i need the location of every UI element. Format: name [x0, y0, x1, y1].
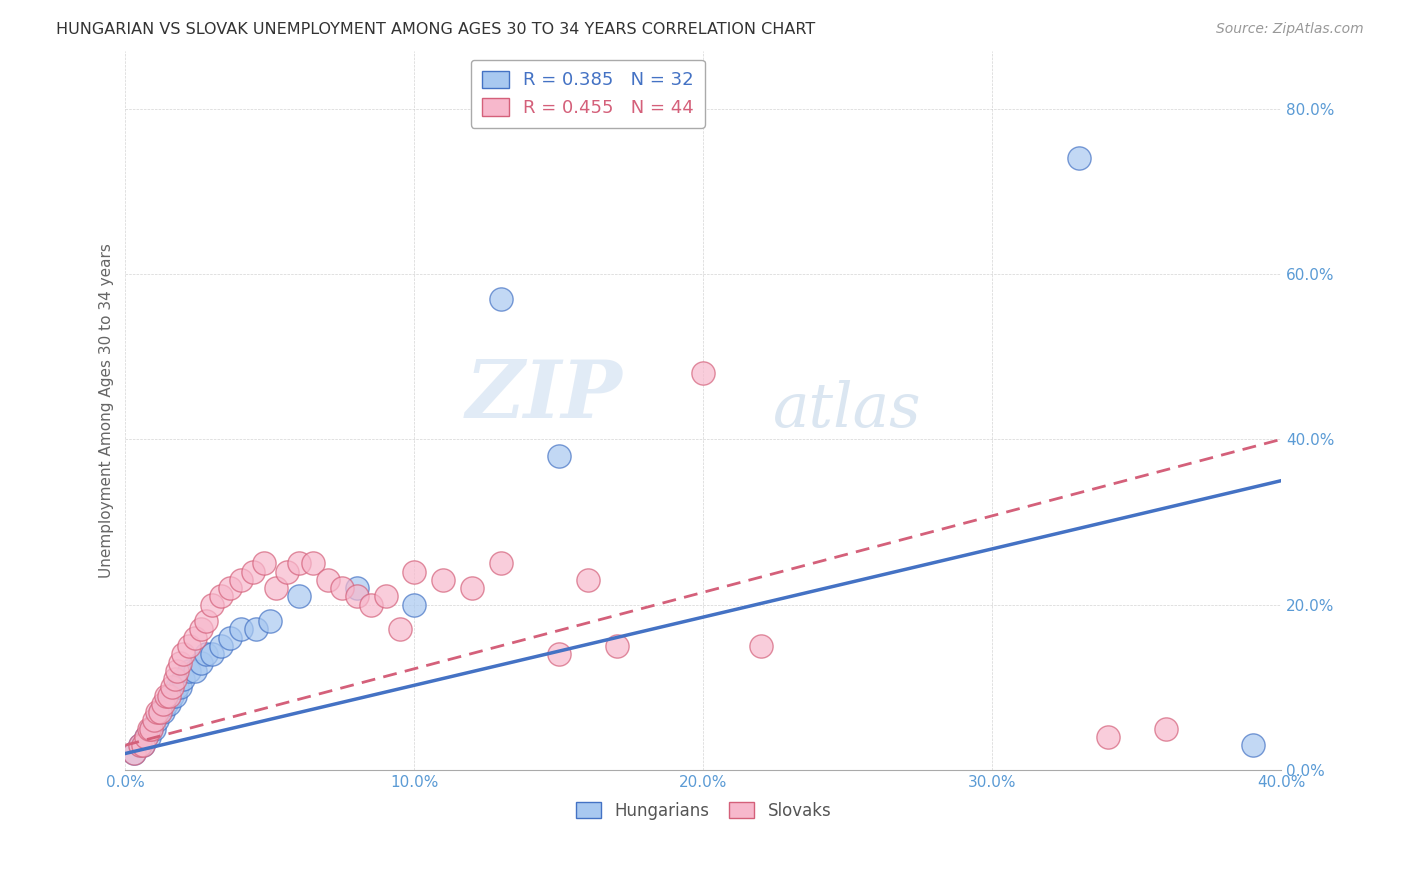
Point — [135, 730, 157, 744]
Point — [122, 747, 145, 761]
Point — [330, 581, 353, 595]
Point — [749, 639, 772, 653]
Point — [374, 590, 396, 604]
Point — [360, 598, 382, 612]
Point — [149, 705, 172, 719]
Text: HUNGARIAN VS SLOVAK UNEMPLOYMENT AMONG AGES 30 TO 34 YEARS CORRELATION CHART: HUNGARIAN VS SLOVAK UNEMPLOYMENT AMONG A… — [56, 22, 815, 37]
Point — [404, 565, 426, 579]
Point — [218, 631, 240, 645]
Point — [245, 623, 267, 637]
Point — [201, 647, 224, 661]
Point — [169, 656, 191, 670]
Point — [1241, 738, 1264, 752]
Point — [155, 697, 177, 711]
Point — [141, 722, 163, 736]
Point — [1069, 151, 1091, 165]
Point — [132, 738, 155, 752]
Point — [155, 689, 177, 703]
Point — [157, 697, 180, 711]
Point — [288, 590, 311, 604]
Point — [132, 738, 155, 752]
Point — [404, 598, 426, 612]
Point — [184, 631, 207, 645]
Point — [163, 689, 186, 703]
Point — [302, 556, 325, 570]
Y-axis label: Unemployment Among Ages 30 to 34 years: Unemployment Among Ages 30 to 34 years — [100, 243, 114, 578]
Point — [209, 590, 232, 604]
Point — [606, 639, 628, 653]
Point — [177, 664, 200, 678]
Point — [276, 565, 298, 579]
Point — [190, 623, 212, 637]
Point — [461, 581, 484, 595]
Point — [288, 556, 311, 570]
Point — [253, 556, 276, 570]
Point — [138, 730, 160, 744]
Point — [129, 738, 152, 752]
Point — [218, 581, 240, 595]
Point — [172, 672, 194, 686]
Point — [146, 705, 169, 719]
Point — [576, 573, 599, 587]
Point — [135, 730, 157, 744]
Point — [388, 623, 411, 637]
Point — [166, 681, 188, 695]
Point — [242, 565, 264, 579]
Point — [229, 623, 252, 637]
Text: Source: ZipAtlas.com: Source: ZipAtlas.com — [1216, 22, 1364, 37]
Point — [195, 647, 218, 661]
Point — [548, 449, 571, 463]
Point — [160, 689, 183, 703]
Point — [489, 292, 512, 306]
Point — [190, 656, 212, 670]
Point — [122, 747, 145, 761]
Point — [259, 614, 281, 628]
Point — [692, 366, 714, 380]
Point — [172, 647, 194, 661]
Point — [129, 738, 152, 752]
Point — [157, 689, 180, 703]
Point — [163, 672, 186, 686]
Point — [316, 573, 339, 587]
Legend: Hungarians, Slovaks: Hungarians, Slovaks — [569, 795, 838, 826]
Point — [184, 664, 207, 678]
Point — [169, 681, 191, 695]
Point — [489, 556, 512, 570]
Point — [1154, 722, 1177, 736]
Point — [548, 647, 571, 661]
Point — [195, 614, 218, 628]
Point — [146, 714, 169, 728]
Point — [201, 598, 224, 612]
Point — [264, 581, 287, 595]
Point — [209, 639, 232, 653]
Point — [143, 714, 166, 728]
Text: ZIP: ZIP — [465, 357, 623, 434]
Point — [143, 722, 166, 736]
Point — [432, 573, 454, 587]
Point — [229, 573, 252, 587]
Point — [346, 590, 368, 604]
Point — [166, 664, 188, 678]
Point — [177, 639, 200, 653]
Point — [141, 722, 163, 736]
Point — [152, 697, 174, 711]
Point — [346, 581, 368, 595]
Point — [152, 705, 174, 719]
Text: atlas: atlas — [773, 380, 921, 441]
Point — [160, 681, 183, 695]
Point — [138, 722, 160, 736]
Point — [1097, 730, 1119, 744]
Point — [149, 705, 172, 719]
